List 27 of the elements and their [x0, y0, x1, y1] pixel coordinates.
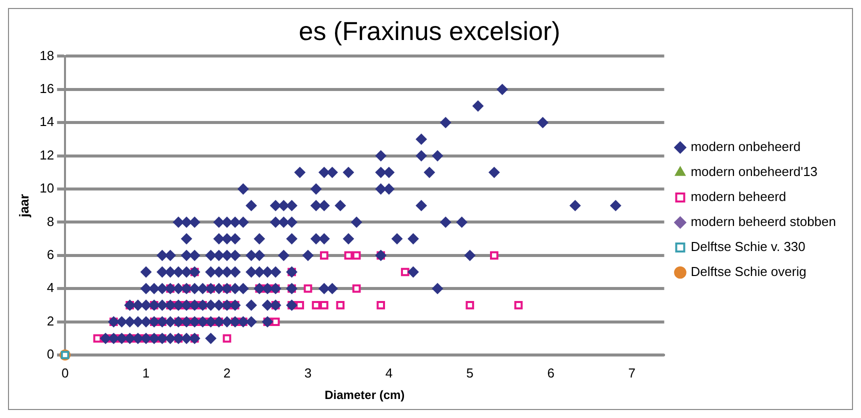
legend-label: Delftse Schie v. 330	[690, 239, 806, 254]
y-tick-label: 18	[40, 48, 54, 63]
y-tick-label: 12	[40, 147, 54, 162]
x-tick-label: 3	[304, 365, 312, 380]
y-tick-label: 16	[40, 80, 54, 96]
x-tick-label: 5	[466, 365, 474, 380]
x-tick-label: 7	[628, 365, 636, 380]
y-tick-label: 2	[46, 313, 54, 328]
x-tick-label: 1	[142, 365, 150, 380]
y-tick-label: 4	[46, 280, 54, 296]
y-tick-label: 0	[46, 346, 54, 362]
y-axis-title: jaar	[16, 194, 32, 218]
x-axis-title: Diameter (cm)	[324, 388, 405, 402]
legend-label: modern beheerd	[690, 189, 786, 204]
y-tick-label: 10	[40, 180, 54, 196]
legend-label: modern onbeheerd	[690, 139, 801, 154]
y-tick-label: 8	[46, 214, 54, 229]
x-tick-label: 4	[385, 365, 393, 380]
y-tick-label: 6	[46, 246, 54, 262]
x-tick-label: 0	[61, 365, 69, 380]
x-tick-label: 2	[223, 365, 231, 380]
legend-label: modern beheerd stobben	[690, 214, 836, 230]
legend-label: Delftse Schie overig	[690, 264, 806, 280]
chart-title: es (Fraxinus excelsior)	[298, 16, 560, 46]
y-tick-label: 14	[40, 114, 54, 130]
legend-label: modern onbeheerd'13	[690, 164, 818, 180]
x-tick-label: 6	[547, 365, 554, 380]
